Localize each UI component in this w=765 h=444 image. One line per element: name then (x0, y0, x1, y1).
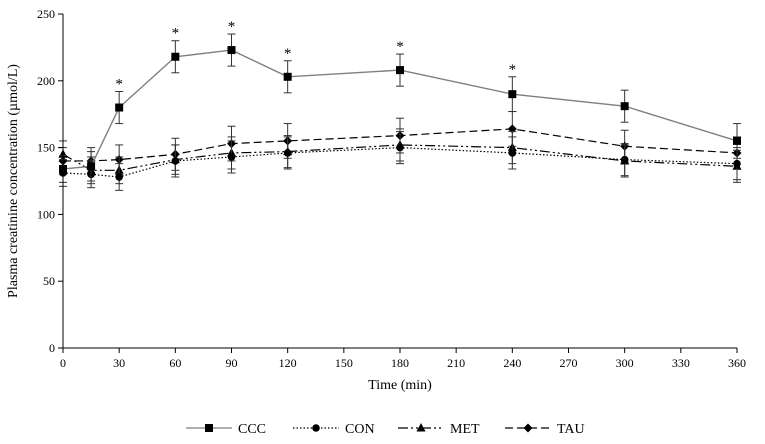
x-tick-label: 120 (279, 356, 297, 370)
significance-star: * (228, 19, 236, 35)
legend-label-ccc: CCC (238, 422, 266, 437)
x-tick-label: 210 (447, 356, 465, 370)
plot-area: * * * * * * (58, 19, 742, 191)
legend-label-tau: TAU (557, 422, 585, 437)
data-point-con (115, 173, 123, 181)
x-tick-label: 300 (616, 356, 634, 370)
x-tick-label: 270 (560, 356, 578, 370)
significance-star: * (172, 26, 180, 42)
y-tick-label: 150 (37, 141, 55, 155)
x-tick-label: 90 (226, 356, 238, 370)
data-point-con (171, 157, 180, 165)
legend-entry-tau: TAU (505, 422, 585, 437)
data-point-ccc (733, 136, 741, 145)
legend-label-con: CON (345, 422, 375, 437)
data-point-ccc (87, 162, 96, 171)
data-point-ccc (620, 102, 629, 111)
y-axis-title: Plasma creatinine concentration (µmol/L) (6, 64, 21, 298)
y-tick-label: 50 (43, 274, 55, 288)
data-point-ccc (396, 66, 404, 75)
x-tick-label: 60 (169, 356, 181, 370)
data-point-ccc (171, 52, 180, 61)
legend-marker-tau (523, 423, 533, 433)
y-axis: 0 50 100 150 200 250 (37, 7, 64, 355)
data-point-con (733, 159, 741, 168)
data-point-con (620, 155, 629, 164)
significance-star: * (509, 62, 517, 78)
legend-marker-met (416, 423, 426, 432)
x-tick-label: 0 (60, 356, 66, 370)
x-tick-label: 180 (391, 356, 409, 370)
legend-entry-con: CON (293, 422, 375, 437)
significance-star: * (284, 46, 292, 62)
x-tick-label: 330 (672, 356, 690, 370)
series-line-ccc (62, 49, 738, 170)
data-point-con (396, 143, 404, 152)
data-point-ccc (115, 103, 124, 112)
data-point-con (508, 149, 517, 157)
data-point-ccc (283, 72, 292, 81)
data-point-con (227, 153, 236, 161)
x-tick-label: 150 (335, 356, 353, 370)
legend-label-met: MET (450, 422, 480, 437)
x-tick-label: 240 (503, 356, 521, 370)
x-tick-label: 360 (728, 356, 746, 370)
y-tick-label: 200 (37, 74, 55, 88)
data-point-ccc (227, 46, 236, 55)
x-axis: 0 30 60 90 120 150 180 210 240 270 300 330 360 (60, 347, 746, 370)
series-line-met (62, 144, 738, 171)
y-tick-label: 250 (37, 7, 55, 21)
data-point-ccc (508, 90, 517, 99)
legend: CCC CON MET TAU (186, 422, 585, 437)
legend-marker-ccc (205, 424, 213, 432)
y-tick-label: 100 (37, 207, 55, 221)
data-point-con (283, 149, 292, 157)
x-axis-title: Time (min) (368, 378, 432, 393)
y-tick-label: 0 (49, 341, 55, 355)
series-con (59, 131, 741, 191)
significance-star: * (396, 39, 404, 55)
x-tick-label: 30 (113, 356, 125, 370)
series-line-con (62, 146, 738, 178)
legend-marker-con (312, 424, 320, 432)
significance-star: * (115, 76, 123, 92)
legend-entry-met: MET (398, 422, 480, 437)
legend-entry-ccc: CCC (186, 422, 266, 437)
series-line-tau (63, 128, 738, 162)
